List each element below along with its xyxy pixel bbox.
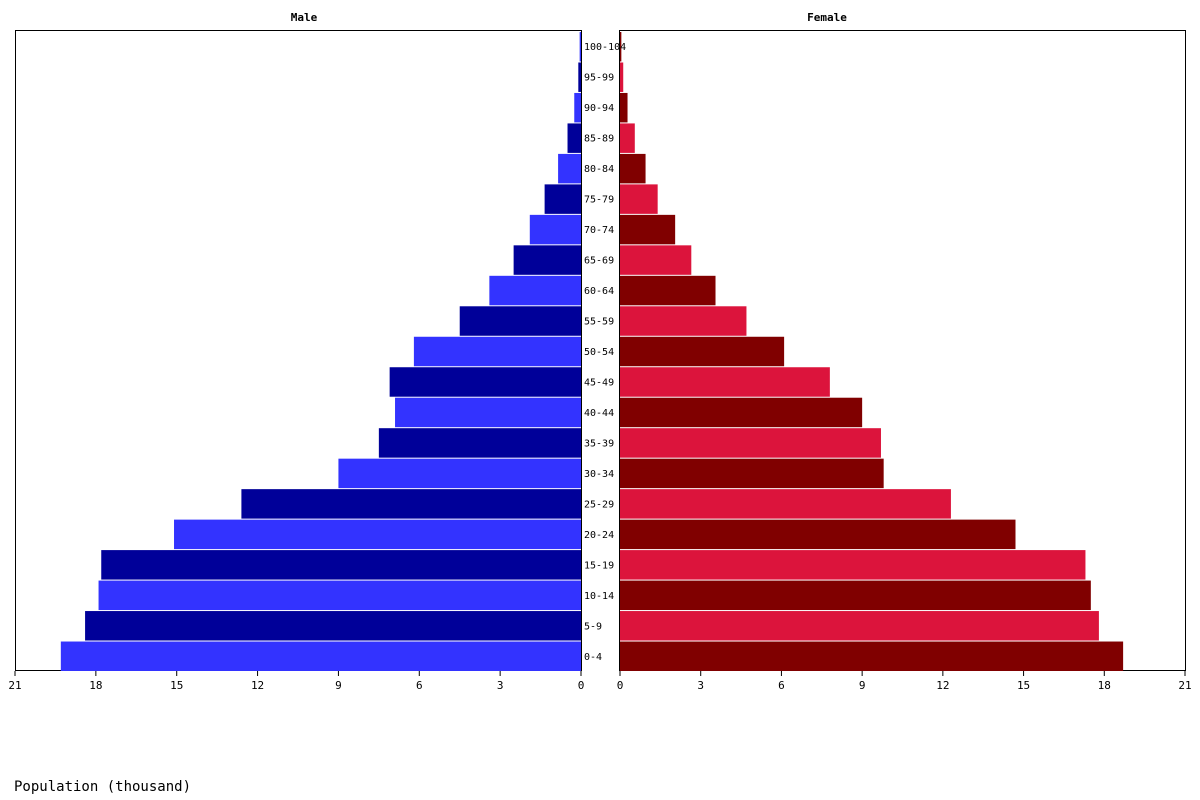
male-bar-60-64 <box>489 275 581 306</box>
female-bar-70-74 <box>620 214 676 245</box>
female-bar-80-84 <box>620 153 646 184</box>
age-label-0-4: 0-4 <box>584 652 602 663</box>
female-bar-85-89 <box>620 123 635 153</box>
age-label-45-49: 45-49 <box>584 377 614 388</box>
male-bar-100-104 <box>579 32 581 62</box>
female-panel-title: Female <box>807 11 847 24</box>
age-labels-layer: 0-4 5-9 10-14 15-19 20-24 25-29 30-34 35-39 40-4… <box>584 42 626 663</box>
male-panel-title: Male <box>291 11 318 24</box>
female-tick-label-0: 0 <box>617 679 624 692</box>
female-bar-60-64 <box>620 275 716 306</box>
female-bar-0-4 <box>620 641 1124 671</box>
age-label-5-9: 5-9 <box>584 621 602 632</box>
age-label-100-104: 100-104 <box>584 42 626 53</box>
male-bar-40-44 <box>395 397 581 428</box>
age-label-85-89: 85-89 <box>584 134 614 145</box>
age-label-35-39: 35-39 <box>584 438 614 449</box>
female-bar-10-14 <box>620 580 1091 611</box>
male-tick-label-15: 15 <box>170 679 183 692</box>
age-label-65-69: 65-69 <box>584 256 614 267</box>
male-bar-90-94 <box>574 92 581 123</box>
age-label-70-74: 70-74 <box>584 225 614 236</box>
female-bar-95-99 <box>620 62 624 92</box>
female-bar-20-24 <box>620 519 1016 550</box>
male-bar-75-79 <box>544 184 581 214</box>
male-bar-55-59 <box>459 306 581 336</box>
male-bar-80-84 <box>558 153 581 184</box>
female-bar-35-39 <box>620 428 881 458</box>
male-bar-25-29 <box>241 489 581 519</box>
female-bar-15-19 <box>620 550 1086 580</box>
male-bar-10-14 <box>98 580 582 611</box>
female-bar-55-59 <box>620 306 747 336</box>
male-bar-35-39 <box>378 428 581 458</box>
age-label-25-29: 25-29 <box>584 499 614 510</box>
age-label-10-14: 10-14 <box>584 591 614 602</box>
female-tick-label-12: 12 <box>936 679 949 692</box>
male-tick-label-0: 0 <box>578 679 585 692</box>
male-tick-label-12: 12 <box>251 679 264 692</box>
female-tick-label-21: 21 <box>1178 679 1191 692</box>
male-bar-30-34 <box>338 458 581 489</box>
female-bar-50-54 <box>620 336 785 367</box>
age-label-50-54: 50-54 <box>584 347 614 358</box>
male-bar-15-19 <box>101 550 581 580</box>
age-label-90-94: 90-94 <box>584 103 614 114</box>
female-bar-100-104 <box>620 32 622 62</box>
age-label-80-84: 80-84 <box>584 164 614 175</box>
female-bar-90-94 <box>620 92 628 123</box>
axes-layer: 0 3 6 9 12 15 18 21 0 3 6 9 12 15 18 21 <box>8 671 1192 692</box>
age-label-75-79: 75-79 <box>584 195 614 206</box>
age-label-30-34: 30-34 <box>584 469 614 480</box>
age-label-55-59: 55-59 <box>584 317 614 328</box>
male-bar-0-4 <box>60 641 582 671</box>
female-tick-label-6: 6 <box>778 679 785 692</box>
female-bar-25-29 <box>620 489 951 519</box>
bars-layer <box>60 32 1124 671</box>
male-bar-65-69 <box>513 245 581 275</box>
male-tick-label-3: 3 <box>497 679 504 692</box>
female-tick-label-9: 9 <box>859 679 866 692</box>
female-bar-75-79 <box>620 184 658 214</box>
x-axis-label: Population (thousand) <box>14 779 192 795</box>
female-bar-45-49 <box>620 367 830 397</box>
male-bar-20-24 <box>174 519 581 550</box>
age-label-95-99: 95-99 <box>584 73 614 84</box>
male-bar-95-99 <box>578 62 581 92</box>
age-label-40-44: 40-44 <box>584 408 614 419</box>
female-bar-65-69 <box>620 245 692 275</box>
male-tick-label-18: 18 <box>89 679 102 692</box>
male-bar-45-49 <box>389 367 581 397</box>
male-tick-label-6: 6 <box>416 679 423 692</box>
male-tick-label-21: 21 <box>8 679 21 692</box>
age-label-60-64: 60-64 <box>584 286 614 297</box>
age-label-20-24: 20-24 <box>584 530 614 541</box>
male-tick-label-9: 9 <box>335 679 342 692</box>
female-bar-5-9 <box>620 611 1099 641</box>
male-bar-50-54 <box>413 336 581 367</box>
male-bar-70-74 <box>529 214 581 245</box>
age-label-15-19: 15-19 <box>584 560 614 571</box>
male-bar-85-89 <box>567 123 581 153</box>
female-tick-label-3: 3 <box>697 679 704 692</box>
female-tick-label-18: 18 <box>1098 679 1111 692</box>
female-bar-40-44 <box>620 397 863 428</box>
female-bar-30-34 <box>620 458 884 489</box>
female-tick-label-15: 15 <box>1017 679 1030 692</box>
male-bar-5-9 <box>85 611 582 641</box>
